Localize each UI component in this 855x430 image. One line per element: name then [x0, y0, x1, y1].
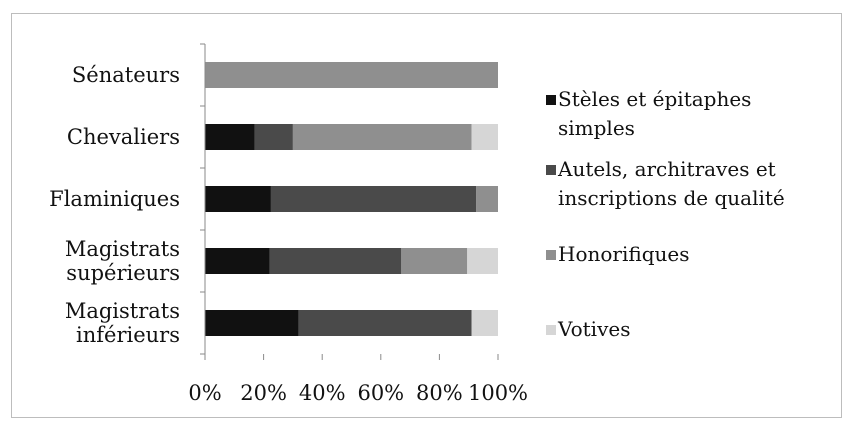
legend-label: inscriptions de qualité: [558, 186, 785, 210]
bar-segment-0-3: [205, 248, 270, 274]
bar-segment-1-1: [254, 124, 293, 150]
legend-label: Stèles et épitaphes: [558, 87, 751, 111]
stacked-bar-chart: Sénateurs Chevaliers Flaminiques Magistrats…: [49, 43, 785, 405]
legend-label: Honorifiques: [558, 242, 689, 266]
legend-swatch-1: [546, 165, 556, 175]
bar-segment-3-4: [471, 310, 498, 336]
bar-segment-1-4: [298, 310, 472, 336]
category-label: Sénateurs: [72, 63, 180, 87]
category-label: supérieurs: [66, 261, 180, 285]
bar-segment-2-0: [205, 62, 498, 88]
bar-segment-3-1: [471, 124, 498, 150]
legend-label: simples: [558, 116, 635, 140]
x-tick-label: 0%: [188, 381, 221, 405]
bar-segment-0-4: [205, 310, 299, 336]
x-tick-label: 40%: [299, 381, 346, 405]
chart-frame: Sénateurs Chevaliers Flaminiques Magistrats…: [11, 13, 842, 418]
legend-label: Votives: [557, 317, 630, 341]
bar-segment-0-2: [205, 186, 271, 212]
bar-segment-2-1: [292, 124, 472, 150]
category-label: Chevaliers: [67, 125, 180, 149]
bar-segment-3-3: [467, 248, 498, 274]
legend-swatch-3: [546, 325, 556, 335]
legend-swatch-2: [546, 250, 556, 260]
legend-label: Autels, architraves et: [557, 157, 776, 181]
bar-segment-2-2: [476, 186, 498, 212]
x-tick-label: 80%: [416, 381, 463, 405]
category-label: Magistrats: [65, 299, 180, 323]
category-label: Magistrats: [65, 237, 180, 261]
bar-segment-0-1: [205, 124, 255, 150]
bar-segment-1-3: [269, 248, 402, 274]
category-label: Flaminiques: [49, 187, 180, 211]
x-tick-label: 100%: [468, 381, 528, 405]
bar-segment-2-3: [401, 248, 468, 274]
bar-segment-1-2: [270, 186, 477, 212]
legend-swatch-0: [546, 95, 556, 105]
category-label: inférieurs: [76, 323, 180, 347]
x-tick-label: 60%: [357, 381, 404, 405]
x-tick-label: 20%: [240, 381, 287, 405]
